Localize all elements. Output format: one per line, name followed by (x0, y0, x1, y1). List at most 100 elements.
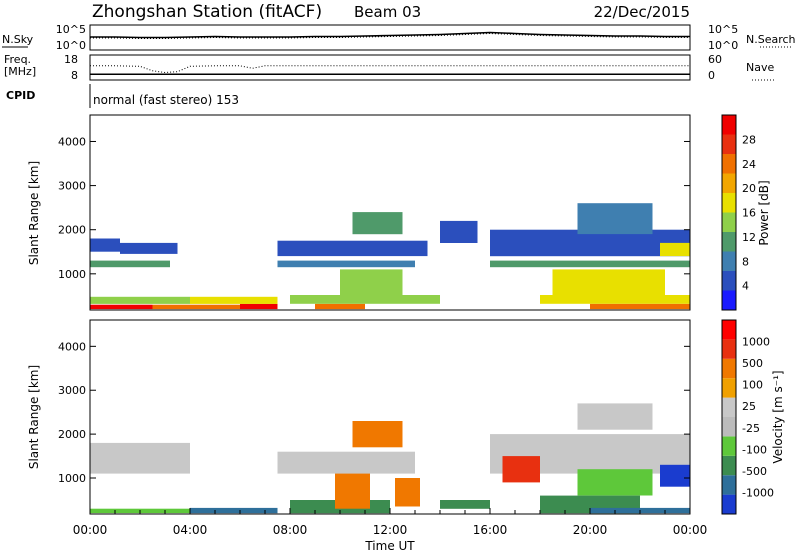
power-colorbar-swatch-3 (722, 232, 736, 252)
power-ytick-label-0: 1000 (58, 268, 86, 281)
power-colorbar-tick-1: 8 (742, 255, 749, 268)
nave-tick-bottom: 0 (708, 69, 715, 82)
nave-label: Nave (746, 61, 774, 74)
power-colorbar-swatch-5 (722, 193, 736, 213)
power-block-13 (120, 242, 178, 254)
power-ytick-label-2: 3000 (58, 180, 86, 193)
velocity-colorbar-swatch-3 (722, 436, 736, 456)
frequency-tick-bottom: 8 (71, 69, 78, 82)
noise-plot (90, 31, 690, 39)
noise-right-tick-top: 10^5 (708, 23, 738, 36)
velocity-colorbar-tick-1: 500 (742, 357, 763, 370)
noise-panel: N.Sky 10^5 10^0 10^5 10^0 N.Search (2, 23, 796, 52)
power-data (90, 203, 690, 310)
power-block-14 (277, 240, 428, 257)
xtick-label-5: 20:00 (573, 523, 608, 537)
velocity-colorbar-tick-2: 100 (742, 379, 763, 392)
velocity-block-11 (352, 421, 403, 448)
power-colorbar-swatch-7 (722, 154, 736, 174)
power-block-18 (552, 269, 665, 296)
velocity-colorbar-swatch-2 (722, 455, 736, 476)
power-block-5 (90, 296, 190, 304)
time-x-axis: 00:00 04:00 08:00 12:00 16:00 20:00 00:00 (73, 508, 708, 537)
xtick-label-2: 08:00 (273, 523, 308, 537)
power-block-4 (590, 303, 690, 310)
velocity-block-14 (660, 464, 690, 487)
velocity-ytick-label-1: 2000 (58, 428, 86, 441)
frequency-series-0 (90, 65, 690, 74)
xtick-label-4: 16:00 (473, 523, 508, 537)
xtick-label-6: 00:00 (673, 523, 708, 537)
power-block-17 (340, 269, 403, 296)
power-colorbar-swatch-1 (722, 271, 736, 291)
power-block-0 (90, 304, 153, 310)
velocity-colorbar-tick-0: 1000 (742, 336, 770, 349)
velocity-block-3 (335, 469, 370, 509)
noise-left-tick-top: 10^5 (56, 23, 86, 36)
velocity-block-1 (190, 507, 278, 514)
noise-right-label: N.Search (746, 33, 796, 46)
velocity-colorbar-swatch-7 (722, 358, 736, 379)
frequency-tick-top: 18 (64, 53, 78, 66)
velocity-colorbar-swatch-4 (722, 417, 736, 437)
velocity-ylabel: Slant Range [km] (27, 365, 41, 469)
velocity-block-4 (395, 478, 420, 507)
velocity-block-15 (577, 403, 653, 430)
velocity-colorbar-tick-7: -1000 (742, 486, 774, 499)
velocity-block-9 (277, 451, 415, 474)
power-block-12 (90, 238, 120, 252)
power-block-10 (277, 260, 415, 268)
velocity-block-12 (502, 456, 540, 483)
velocity-colorbar-swatch-8 (722, 339, 736, 359)
power-colorbar-tick-0: 4 (742, 280, 749, 293)
power-block-1 (152, 304, 240, 310)
power-colorbar-swatch-4 (722, 212, 736, 232)
velocity-block-13 (577, 469, 653, 496)
cpid-label: CPID (6, 89, 35, 102)
noise-series-1 (90, 32, 690, 39)
power-colorbar-swatch-6 (722, 173, 736, 193)
power-panel: 1000 2000 3000 4000 Slant Range [km] 4 8 12 16… (27, 114, 771, 311)
power-block-8 (540, 295, 690, 304)
velocity-colorbar-swatch-9 (722, 320, 736, 340)
cpid-text: normal (fast stereo) 153 (93, 93, 239, 107)
power-ytick-label-1: 2000 (58, 224, 86, 237)
power-colorbar-tick-3: 16 (742, 207, 756, 220)
velocity-ytick-label-3: 4000 (58, 340, 86, 353)
velocity-colorbar-frame (721, 319, 737, 515)
power-colorbar-tick-6: 28 (742, 133, 756, 146)
velocity-y-axis: 1000 2000 3000 4000 (58, 340, 690, 485)
frequency-panel: Freq. [MHz] 18 8 60 0 Nave (4, 53, 776, 82)
power-frame (89, 114, 691, 311)
power-colorbar-swatch-9 (722, 115, 736, 135)
noise-left-tick-bottom: 10^0 (56, 39, 86, 52)
nave-tick-top: 60 (708, 53, 722, 66)
noise-series-0 (90, 31, 690, 39)
time-xlabel: Time UT (364, 539, 415, 553)
xtick-label-1: 04:00 (173, 523, 208, 537)
velocity-ytick-label-0: 1000 (58, 472, 86, 485)
power-colorbar-frame (721, 114, 737, 311)
xtick-label-3: 12:00 (373, 523, 408, 537)
power-ytick-label-3: 4000 (58, 135, 86, 148)
velocity-colorbar-tick-3: 25 (742, 400, 756, 413)
power-colorbar-tick-5: 24 (742, 158, 756, 171)
noise-right-tick-bottom: 10^0 (708, 39, 738, 52)
power-block-11 (490, 260, 690, 268)
frequency-unit: [MHz] (4, 65, 36, 78)
velocity-colorbar-tick-5: -100 (742, 443, 767, 456)
power-block-15 (440, 220, 478, 243)
velocity-block-8 (90, 442, 190, 474)
power-block-21 (660, 242, 690, 257)
velocity-colorbar: 1000 500 100 25 -25 -100 -500 -1000 (721, 319, 774, 515)
velocity-panel: 1000 2000 3000 4000 Slant Range [km] 1000 50… (27, 319, 785, 553)
velocity-colorbar-label: Velocity [m s⁻¹] (771, 370, 785, 463)
velocity-block-5 (440, 500, 490, 509)
power-colorbar-tick-2: 12 (742, 231, 756, 244)
power-block-20 (577, 203, 653, 235)
power-block-16 (490, 229, 690, 257)
power-colorbar-tick-4: 20 (742, 182, 756, 195)
power-block-19 (352, 212, 403, 235)
frequency-frame (89, 54, 691, 81)
